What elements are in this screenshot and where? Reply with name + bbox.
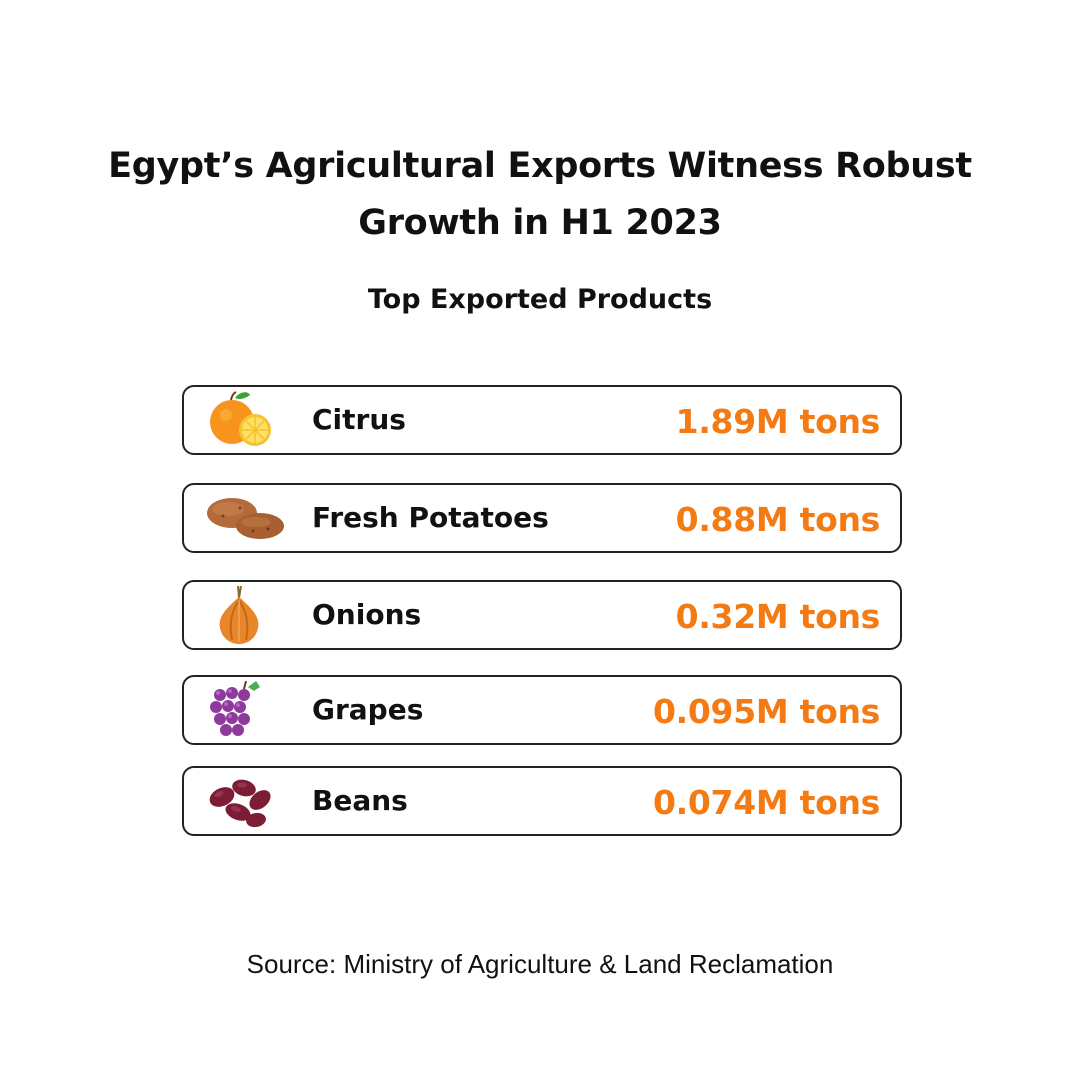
product-row: Grapes 0.095M tons <box>182 675 902 745</box>
chart-subtitle: Top Exported Products <box>367 284 713 315</box>
title-line-1: Egypt’s Agricultural Exports Witness Rob… <box>108 146 972 186</box>
beans-icon <box>198 770 294 832</box>
orange-icon <box>198 389 294 451</box>
product-label: Citrus <box>312 403 406 436</box>
onion-icon <box>198 584 294 646</box>
product-row: Citrus 1.89M tons <box>182 385 902 455</box>
title-line-2: Growth in H1 2023 <box>358 203 722 243</box>
product-label: Grapes <box>312 693 424 726</box>
product-value: 0.32M tons <box>675 597 881 636</box>
source-note: Source: Ministry of Agriculture & Land R… <box>246 949 834 979</box>
product-value: 0.074M tons <box>653 783 880 822</box>
product-value: 0.095M tons <box>653 692 880 731</box>
page-title: Egypt’s Agricultural Exports Witness Rob… <box>90 138 990 252</box>
product-value: 0.88M tons <box>675 500 881 539</box>
product-row: Onions 0.32M tons <box>182 580 902 650</box>
product-label: Beans <box>312 784 408 817</box>
product-label: Onions <box>312 598 422 631</box>
product-value: 1.89M tons <box>675 402 881 441</box>
product-row: Beans 0.074M tons <box>182 766 902 836</box>
product-label: Fresh Potatoes <box>312 501 549 534</box>
potato-icon <box>198 487 294 549</box>
product-row: Fresh Potatoes 0.88M tons <box>182 483 902 553</box>
grapes-icon <box>198 679 294 741</box>
